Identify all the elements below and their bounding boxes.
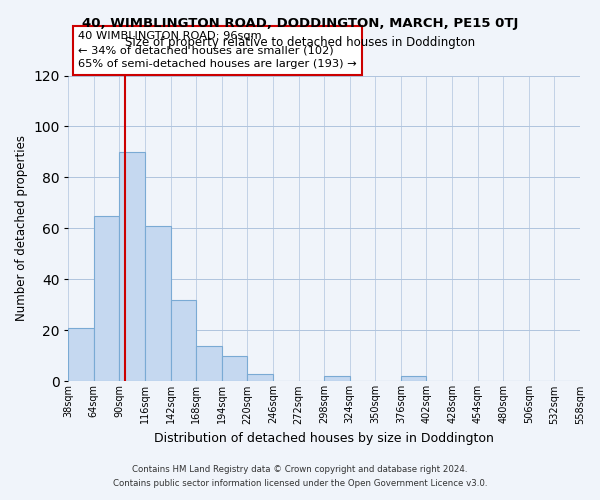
Y-axis label: Number of detached properties: Number of detached properties [15,136,28,322]
Bar [222,356,247,382]
Bar [170,300,196,382]
Bar [68,328,94,382]
Bar [119,152,145,382]
X-axis label: Distribution of detached houses by size in Doddington: Distribution of detached houses by size … [154,432,494,445]
Text: 40 WIMBLINGTON ROAD: 96sqm
← 34% of detached houses are smaller (102)
65% of sem: 40 WIMBLINGTON ROAD: 96sqm ← 34% of deta… [79,32,357,70]
Bar [401,376,427,382]
Text: 40, WIMBLINGTON ROAD, DODDINGTON, MARCH, PE15 0TJ: 40, WIMBLINGTON ROAD, DODDINGTON, MARCH,… [82,18,518,30]
Bar [94,216,119,382]
Bar [324,376,350,382]
Bar [145,226,170,382]
Bar [196,346,222,382]
Bar [247,374,273,382]
Text: Size of property relative to detached houses in Doddington: Size of property relative to detached ho… [125,36,475,49]
Text: Contains HM Land Registry data © Crown copyright and database right 2024.
Contai: Contains HM Land Registry data © Crown c… [113,466,487,487]
